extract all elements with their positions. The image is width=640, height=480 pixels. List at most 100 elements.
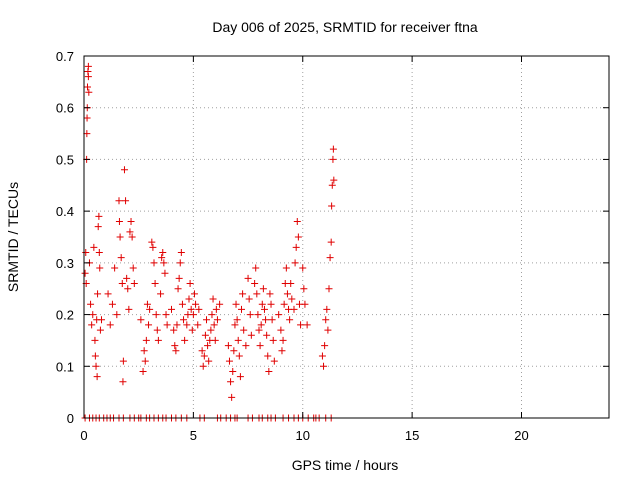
data-point bbox=[185, 295, 193, 303]
data-point bbox=[83, 130, 91, 138]
data-point bbox=[231, 321, 239, 329]
data-point bbox=[88, 321, 96, 329]
data-point bbox=[203, 316, 210, 324]
data-point bbox=[293, 217, 301, 225]
data-point bbox=[141, 357, 149, 365]
data-point bbox=[145, 321, 153, 329]
data-point bbox=[216, 300, 224, 308]
x-tick-labels: 0 5 10 15 20 bbox=[80, 428, 528, 443]
data-point bbox=[90, 243, 98, 251]
data-point bbox=[275, 311, 283, 319]
grid bbox=[84, 55, 609, 418]
data-point bbox=[84, 73, 92, 81]
data-point bbox=[189, 311, 197, 319]
data-point bbox=[268, 316, 276, 324]
data-point bbox=[251, 280, 259, 288]
data-point bbox=[269, 336, 277, 344]
data-point bbox=[327, 238, 335, 246]
data-point bbox=[187, 305, 195, 313]
data-point bbox=[253, 290, 261, 298]
data-point bbox=[181, 336, 189, 344]
data-point bbox=[106, 321, 114, 329]
data-point bbox=[175, 274, 183, 282]
data-point bbox=[227, 378, 235, 386]
data-point bbox=[244, 274, 252, 282]
data-point bbox=[209, 295, 217, 303]
data-point bbox=[129, 264, 137, 272]
data-point bbox=[201, 331, 209, 339]
data-point bbox=[163, 321, 171, 329]
data-point bbox=[85, 88, 93, 96]
data-point bbox=[278, 347, 286, 355]
data-point bbox=[115, 217, 123, 225]
data-point bbox=[329, 155, 337, 163]
data-point bbox=[89, 311, 97, 319]
data-point bbox=[84, 83, 91, 91]
data-point bbox=[282, 264, 290, 272]
y-axis-label: SRMTID / TECUs bbox=[5, 182, 21, 292]
y-tick-label: 0.4 bbox=[56, 204, 74, 219]
data-point bbox=[291, 259, 299, 267]
data-point bbox=[225, 357, 233, 365]
data-point bbox=[303, 321, 311, 329]
data-point bbox=[123, 274, 131, 282]
data-point bbox=[119, 378, 127, 386]
data-point bbox=[279, 336, 287, 344]
data-point bbox=[128, 233, 136, 241]
data-point bbox=[95, 249, 103, 257]
data-point bbox=[81, 269, 89, 277]
data-point bbox=[87, 300, 95, 308]
data-point bbox=[173, 321, 181, 329]
data-point bbox=[188, 326, 196, 334]
data-point bbox=[245, 295, 253, 303]
data-point bbox=[149, 243, 157, 251]
data-point bbox=[195, 305, 203, 313]
data-point bbox=[186, 280, 194, 288]
chart-title: Day 006 of 2025, SRMTID for receiver ftn… bbox=[212, 19, 478, 35]
data-point bbox=[288, 295, 296, 303]
y-tick-label: 0.2 bbox=[56, 308, 74, 323]
data-point bbox=[92, 362, 100, 370]
data-point bbox=[159, 249, 167, 257]
data-point bbox=[235, 352, 243, 360]
data-point bbox=[256, 342, 264, 350]
data-point bbox=[246, 311, 254, 319]
data-point bbox=[108, 300, 116, 308]
y-tick-label: 0.6 bbox=[56, 101, 74, 116]
data-point bbox=[233, 316, 241, 324]
data-point bbox=[124, 285, 132, 293]
data-point bbox=[325, 285, 333, 293]
data-point bbox=[234, 336, 242, 344]
data-point bbox=[126, 228, 134, 236]
data-point bbox=[150, 259, 158, 267]
data-point bbox=[257, 321, 265, 329]
axis-ticks bbox=[83, 55, 609, 419]
data-point bbox=[91, 336, 99, 344]
data-point bbox=[152, 311, 160, 319]
data-point bbox=[236, 373, 244, 381]
data-point bbox=[180, 316, 188, 324]
data-point bbox=[210, 321, 218, 329]
data-point bbox=[266, 290, 274, 298]
data-point bbox=[262, 316, 270, 324]
data-point bbox=[328, 181, 336, 189]
data-point bbox=[286, 316, 294, 324]
data-point bbox=[146, 305, 154, 313]
data-points bbox=[81, 62, 338, 422]
data-point bbox=[211, 336, 219, 344]
data-point bbox=[287, 280, 295, 288]
data-point bbox=[290, 305, 298, 313]
data-point bbox=[168, 305, 175, 313]
data-point bbox=[117, 254, 125, 262]
data-point bbox=[84, 62, 92, 70]
data-point bbox=[116, 233, 124, 241]
data-point bbox=[238, 305, 245, 313]
data-point bbox=[139, 367, 147, 375]
data-point bbox=[171, 342, 179, 350]
data-point bbox=[330, 176, 338, 184]
data-point bbox=[113, 311, 121, 319]
data-point bbox=[190, 290, 198, 298]
data-point bbox=[162, 311, 170, 319]
